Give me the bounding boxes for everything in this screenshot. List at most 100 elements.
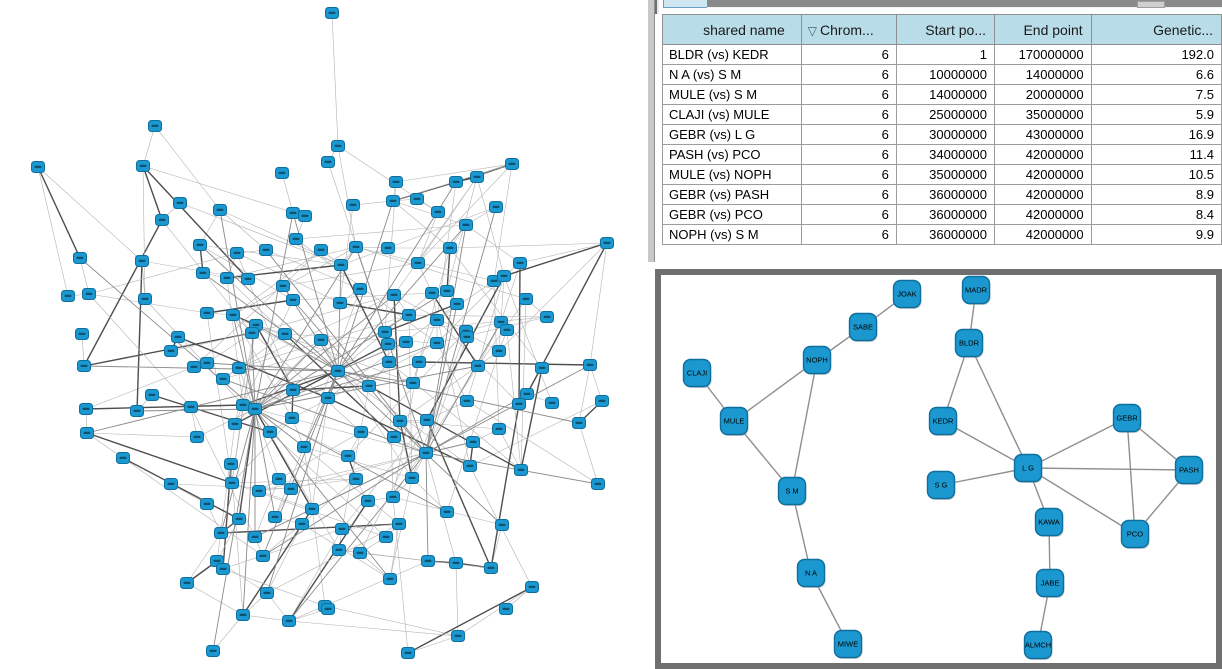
overview-edge[interactable] xyxy=(393,294,401,422)
overview-edge[interactable] xyxy=(359,419,428,554)
network-node-almch[interactable]: ALMCH xyxy=(1023,630,1053,661)
overview-node[interactable] xyxy=(459,219,473,231)
overview-node[interactable] xyxy=(381,242,395,254)
network-node-miwe[interactable]: MIWE xyxy=(833,629,863,660)
overview-node[interactable] xyxy=(402,309,416,321)
overview-edge[interactable] xyxy=(399,420,500,430)
overview-node[interactable] xyxy=(389,176,403,188)
overview-edge[interactable] xyxy=(86,432,198,438)
overview-edge[interactable] xyxy=(425,321,502,454)
overview-edge[interactable] xyxy=(231,417,293,484)
table-cell[interactable]: 10000000 xyxy=(895,64,996,85)
overview-node[interactable] xyxy=(412,356,426,368)
overview-edge[interactable] xyxy=(288,620,459,637)
overview-node[interactable] xyxy=(386,195,400,207)
overview-node[interactable] xyxy=(393,415,407,427)
network-node-pash[interactable]: PASH xyxy=(1174,455,1204,486)
overview-edge[interactable] xyxy=(303,446,326,607)
overview-edge[interactable] xyxy=(340,247,389,266)
overview-node[interactable] xyxy=(399,336,413,348)
overview-node[interactable] xyxy=(535,362,549,374)
overview-node[interactable] xyxy=(421,555,435,567)
overview-edge[interactable] xyxy=(206,332,253,364)
overview-node[interactable] xyxy=(252,485,266,497)
overview-node[interactable] xyxy=(591,478,605,490)
overview-edge[interactable] xyxy=(341,385,370,530)
overview-node[interactable] xyxy=(341,450,355,462)
overview-edge[interactable] xyxy=(519,242,608,264)
overview-edge[interactable] xyxy=(122,457,240,520)
overview-edge[interactable] xyxy=(355,246,527,300)
overview-node[interactable] xyxy=(378,326,392,338)
overview-edge[interactable] xyxy=(212,614,244,652)
overview-node[interactable] xyxy=(173,197,187,209)
overview-edge[interactable] xyxy=(425,364,591,454)
overview-edge[interactable] xyxy=(368,385,522,471)
overview-node[interactable] xyxy=(450,298,464,310)
detail-edge-L G-PASH[interactable] xyxy=(1027,467,1190,471)
overview-edge[interactable] xyxy=(503,242,608,277)
column-header-start-po---[interactable]: Start po... xyxy=(895,14,996,45)
overview-node[interactable] xyxy=(213,204,227,216)
table-cell[interactable]: 6 xyxy=(800,204,897,225)
overview-edge[interactable] xyxy=(425,452,429,562)
overview-edge[interactable] xyxy=(254,361,420,410)
overview-node[interactable] xyxy=(297,441,311,453)
network-node-kedr[interactable]: KEDR xyxy=(928,406,958,437)
overview-node[interactable] xyxy=(196,267,210,279)
table-cell[interactable]: 7.5 xyxy=(1090,84,1222,105)
overview-edge[interactable] xyxy=(292,299,427,454)
overview-node[interactable] xyxy=(470,171,484,183)
overview-node[interactable] xyxy=(230,247,244,259)
overview-edge[interactable] xyxy=(446,350,500,513)
network-node-bldr[interactable]: BLDR xyxy=(954,328,984,359)
overview-edge[interactable] xyxy=(222,568,326,607)
overview-network-canvas[interactable] xyxy=(0,0,655,669)
detail-edge-NOPH-S M[interactable] xyxy=(791,359,818,492)
network-node-l-g[interactable]: L G xyxy=(1013,453,1043,484)
network-node-claji[interactable]: CLAJI xyxy=(682,358,712,389)
overview-node[interactable] xyxy=(220,272,234,284)
overview-node[interactable] xyxy=(333,297,347,309)
overview-node[interactable] xyxy=(325,7,339,19)
overview-edge[interactable] xyxy=(254,478,280,538)
overview-node[interactable] xyxy=(425,287,439,299)
table-cell[interactable]: 6 xyxy=(800,104,897,125)
overview-node[interactable] xyxy=(200,357,214,369)
table-cell[interactable]: 10.5 xyxy=(1090,164,1222,185)
overview-edge[interactable] xyxy=(520,298,527,471)
overview-edge[interactable] xyxy=(262,478,357,557)
detail-edge-S G-L G[interactable] xyxy=(940,467,1029,486)
overview-node[interactable] xyxy=(295,518,309,530)
overview-edge[interactable] xyxy=(490,403,520,569)
overview-edge[interactable] xyxy=(242,408,256,616)
overview-node[interactable] xyxy=(420,414,434,426)
overview-node[interactable] xyxy=(401,647,415,659)
table-cell[interactable]: PASH (vs) PCO xyxy=(662,144,802,165)
overview-node[interactable] xyxy=(214,527,228,539)
overview-node[interactable] xyxy=(379,531,393,543)
table-cell[interactable]: GEBR (vs) PCO xyxy=(662,204,802,225)
overview-edge[interactable] xyxy=(232,314,256,410)
overview-edge[interactable] xyxy=(417,176,478,264)
overview-edge[interactable] xyxy=(431,292,479,367)
overview-node[interactable] xyxy=(180,577,194,589)
table-row[interactable]: PASH (vs) PCO 6 34000000 42000000 11.4 xyxy=(662,144,1222,165)
overview-edge[interactable] xyxy=(238,367,280,480)
table-cell[interactable]: 6 xyxy=(800,224,897,245)
table-row[interactable]: BLDR (vs) KEDR 6 1 170000000 192.0 xyxy=(662,44,1222,65)
overview-edge[interactable] xyxy=(231,478,357,484)
overview-edge[interactable] xyxy=(37,166,81,259)
overview-node[interactable] xyxy=(155,214,169,226)
overview-node[interactable] xyxy=(451,630,465,642)
overview-edge[interactable] xyxy=(493,163,513,282)
overview-node[interactable] xyxy=(284,483,298,495)
overview-node[interactable] xyxy=(171,331,185,343)
table-cell[interactable]: 35000000 xyxy=(895,164,996,185)
overview-edge[interactable] xyxy=(520,367,543,471)
overview-node[interactable] xyxy=(520,388,534,400)
table-cell[interactable]: 20000000 xyxy=(994,84,1092,105)
overview-node[interactable] xyxy=(331,140,345,152)
overview-node[interactable] xyxy=(519,293,533,305)
overview-node[interactable] xyxy=(525,581,539,593)
